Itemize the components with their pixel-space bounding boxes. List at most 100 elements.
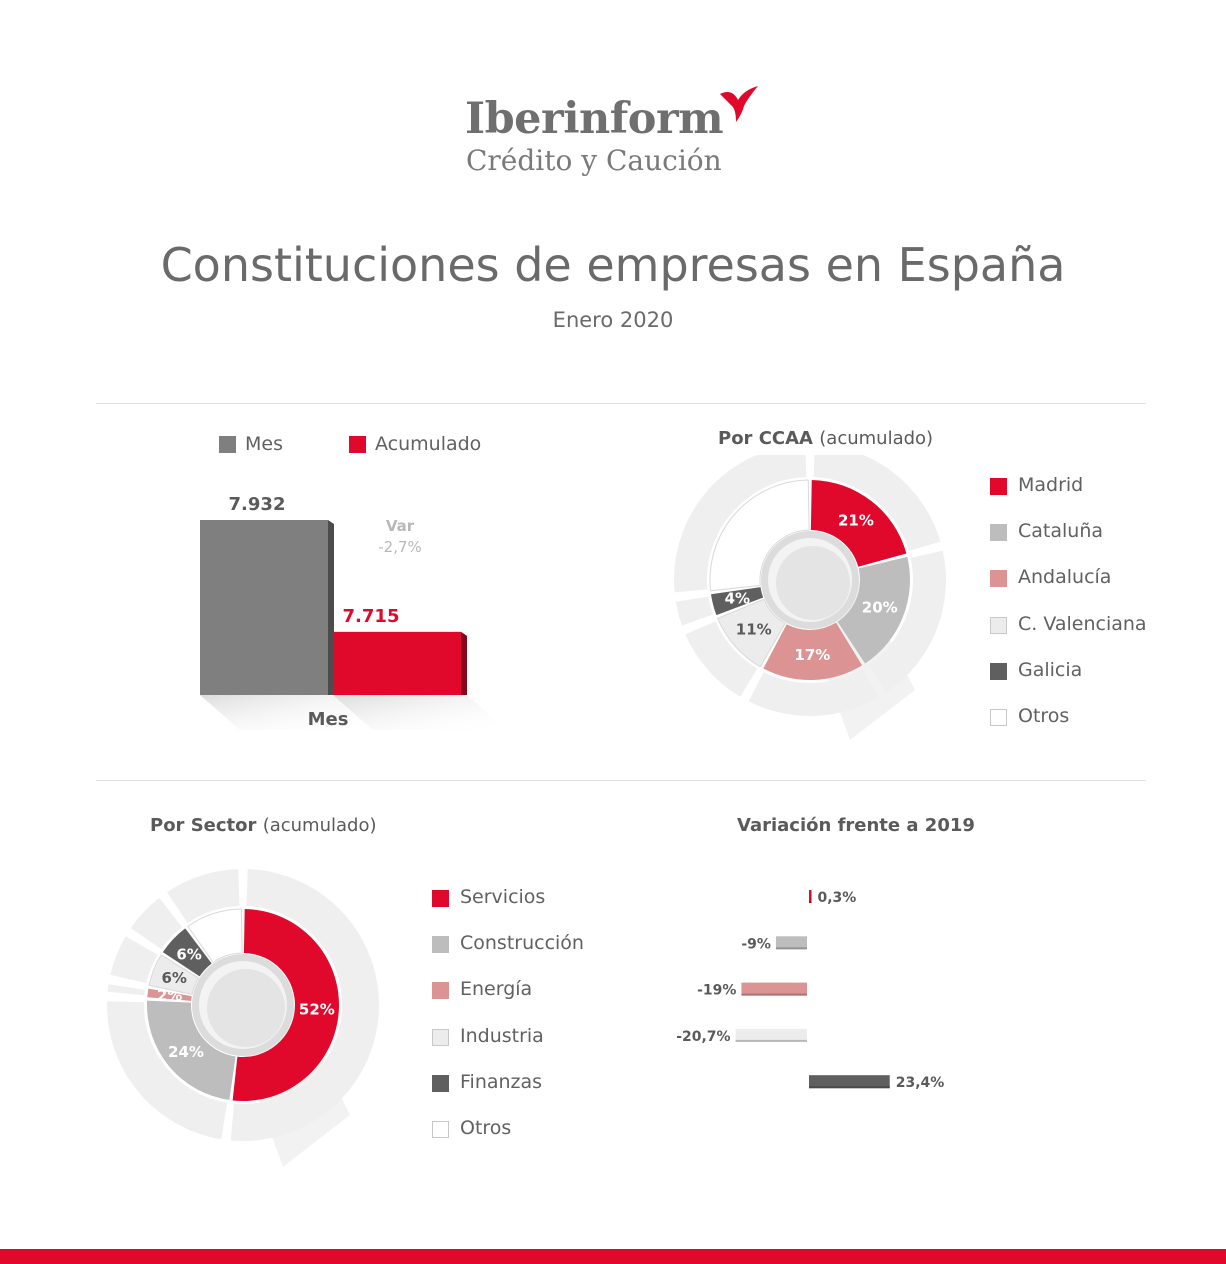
legend-label: Cataluña: [1018, 520, 1104, 543]
variation-bar-edge: [735, 1039, 807, 1042]
page-subtitle: Enero 2020: [552, 308, 674, 332]
slice-value-label: 4%: [725, 590, 750, 608]
monthly-bar-chart: Mes Acumulado 7.932 7.715 Var -2,7% Mes: [180, 425, 520, 755]
variation-bar: [809, 890, 812, 903]
outer-ring-segment: [110, 936, 158, 984]
slice-madrid: [810, 480, 907, 567]
slice-value-label: 20%: [862, 599, 898, 617]
slice-andaluc-a: [763, 622, 863, 680]
variation-title: Var: [385, 517, 415, 535]
outer-ring-segment: [685, 621, 758, 697]
slice-value-label: 6%: [161, 969, 186, 987]
variation-value-label: -19%: [697, 983, 736, 999]
outer-ring-segment: [675, 596, 713, 626]
donut-hub-core: [776, 546, 850, 620]
legend-swatch: [432, 1121, 449, 1138]
variation-bar: [741, 982, 807, 996]
slice-c-valenciana: [717, 598, 786, 668]
legend-swatch: [990, 662, 1007, 680]
logo-star-icon: [720, 86, 758, 122]
ccaa-title-note: (acumulado): [819, 428, 934, 449]
slice-otros: [709, 479, 810, 592]
ccaa-title-main: Por CCAA: [718, 428, 813, 449]
slice-otros: [187, 908, 243, 964]
slice-value-label: 24%: [168, 1043, 204, 1061]
page-title: Constituciones de empresas en España: [160, 238, 1066, 292]
outer-ring-segment: [230, 869, 380, 1141]
legend-label: Servicios: [460, 886, 546, 908]
legend-label-mes: Mes: [245, 433, 283, 455]
sector-donut-chart: 52%24%2%6%6%: [107, 869, 380, 1167]
legend-label: Industria: [460, 1024, 544, 1047]
variation-value-label: -20,7%: [676, 1029, 730, 1045]
legend-label: Andalucía: [1018, 566, 1112, 589]
legend-label: Construcción: [460, 932, 584, 955]
legend-label: Madrid: [1018, 474, 1084, 496]
variation-chart-title: Variación frente a 2019: [737, 815, 975, 836]
legend-swatch: [990, 709, 1007, 726]
legend-swatch: [990, 616, 1007, 634]
variation-bar-edge: [809, 1086, 890, 1089]
brand-name: Iberinform: [465, 94, 724, 144]
variation-bar-edge: [741, 993, 807, 996]
variation-bar-edge: [809, 901, 812, 903]
ccaa-chart-title: Por CCAA (acumulado): [718, 428, 933, 449]
slice-catalu-a: [837, 556, 910, 664]
outer-ring-segment: [166, 869, 240, 923]
divider: [96, 403, 1146, 404]
sector-chart-title: Por Sector (acumulado): [150, 815, 376, 836]
legend-swatch: [990, 570, 1007, 588]
slice-value-label: 11%: [736, 621, 772, 639]
bar-shadow: [333, 695, 507, 730]
legend-label: Finanzas: [460, 1070, 543, 1093]
legend-label: C. Valenciana: [1018, 612, 1147, 635]
slice-construcci-n: [146, 1000, 236, 1101]
outer-ring-segment: [813, 455, 941, 551]
outer-ring-segment: [107, 1001, 228, 1140]
legend-swatch: [432, 982, 449, 1000]
outer-ring-segment: [748, 668, 879, 716]
variation-bar: [735, 1028, 807, 1042]
variation-bar: [775, 936, 807, 950]
legend-swatch: [432, 1074, 449, 1092]
legend-label-acumulado: Acumulado: [375, 433, 482, 455]
legend-swatch: [432, 1028, 449, 1046]
outer-ring-segment: [674, 455, 807, 593]
sector-title-note: (acumulado): [262, 815, 377, 836]
variation-bar: [809, 1075, 890, 1089]
variation-bar-edge: [775, 947, 807, 950]
outer-ring-segment: [130, 897, 183, 950]
bar-mes: [200, 520, 328, 695]
donut-hub-core: [207, 969, 285, 1047]
bar-side: [461, 631, 467, 695]
legend-swatch: [432, 936, 449, 954]
variation-value-label: 23,4%: [896, 1075, 945, 1091]
outer-ring-segment: [868, 550, 946, 693]
slice-galicia: [711, 587, 764, 616]
outer-ring-segment: [107, 984, 146, 996]
variation-value-label: -9%: [741, 936, 771, 952]
bar-side: [328, 520, 334, 695]
bar-value-label: 7.932: [229, 494, 286, 515]
footer-bar: [0, 1249, 1226, 1264]
slice-value-label: 6%: [176, 945, 201, 963]
slice-value-label: 21%: [838, 512, 874, 530]
legend-swatch: [432, 890, 449, 907]
variation-bar-chart: 0,3% -9% -19% -20,7% 23,4%: [676, 890, 945, 1091]
x-axis-label: Mes: [307, 709, 349, 730]
brand-subtitle: Crédito y Caución: [466, 144, 722, 177]
legend-swatch-mes: [219, 436, 236, 453]
sector-title-main: Por Sector: [150, 815, 257, 836]
slice-value-label: 52%: [299, 1001, 335, 1019]
variation-value-label: 0,3%: [818, 890, 857, 906]
legend-label: Otros: [460, 1117, 512, 1139]
bar-acumulado: [333, 631, 461, 695]
legend-swatch-acumulado: [349, 436, 366, 453]
slice-industria: [148, 954, 200, 995]
legend-swatch: [990, 478, 1007, 495]
ccaa-legend: Madrid Cataluña Andalucía C. Valenciana Gali…: [990, 470, 1210, 740]
legend-label: Energía: [460, 978, 533, 1001]
monthly-bar-plot: 7.932 7.715: [200, 494, 507, 730]
ccaa-donut-chart: 21% 20% 17% 11% 4%: [674, 455, 946, 740]
slice-finanzas: [162, 928, 212, 977]
